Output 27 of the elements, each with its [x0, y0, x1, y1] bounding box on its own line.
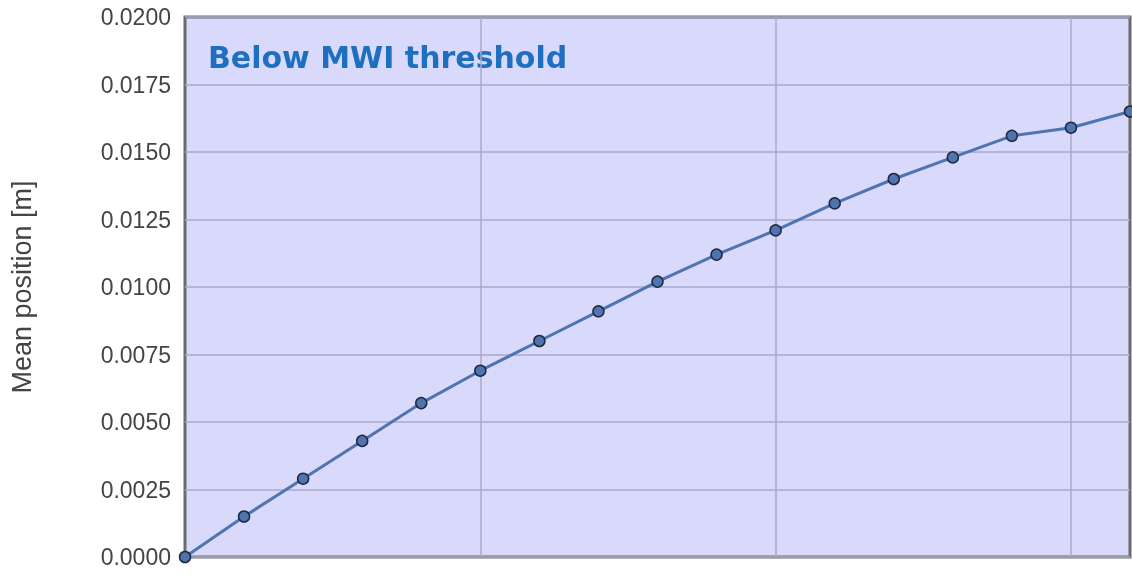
point — [828, 197, 841, 210]
y-tick-label: 0.0000 — [100, 544, 171, 570]
point — [533, 334, 546, 348]
point — [296, 472, 310, 485]
point — [1005, 129, 1019, 143]
y-tick-label: 0.0025 — [100, 476, 171, 503]
y-axis-title: Mean position [m] — [6, 180, 37, 394]
y-tick-label: 0.0200 — [100, 4, 171, 30]
annotation: Below MWI threshold — [208, 39, 568, 75]
y-tick-label: 0.0175 — [100, 71, 171, 98]
point — [710, 248, 723, 261]
point — [474, 364, 487, 377]
point — [946, 151, 960, 164]
point — [1064, 121, 1078, 134]
y-tick-label: 0.0150 — [100, 139, 171, 165]
y-tick-label: 0.0125 — [100, 206, 171, 233]
point — [237, 510, 251, 523]
point — [887, 172, 900, 186]
point — [178, 550, 192, 564]
point — [651, 275, 664, 288]
y-tick-label: 0.0050 — [100, 409, 171, 435]
point — [415, 396, 428, 410]
point — [769, 224, 782, 237]
y-tick-label: 0.0075 — [100, 341, 171, 368]
point — [355, 434, 369, 448]
point — [592, 305, 605, 318]
y-tick-label: 0.0100 — [100, 274, 171, 300]
